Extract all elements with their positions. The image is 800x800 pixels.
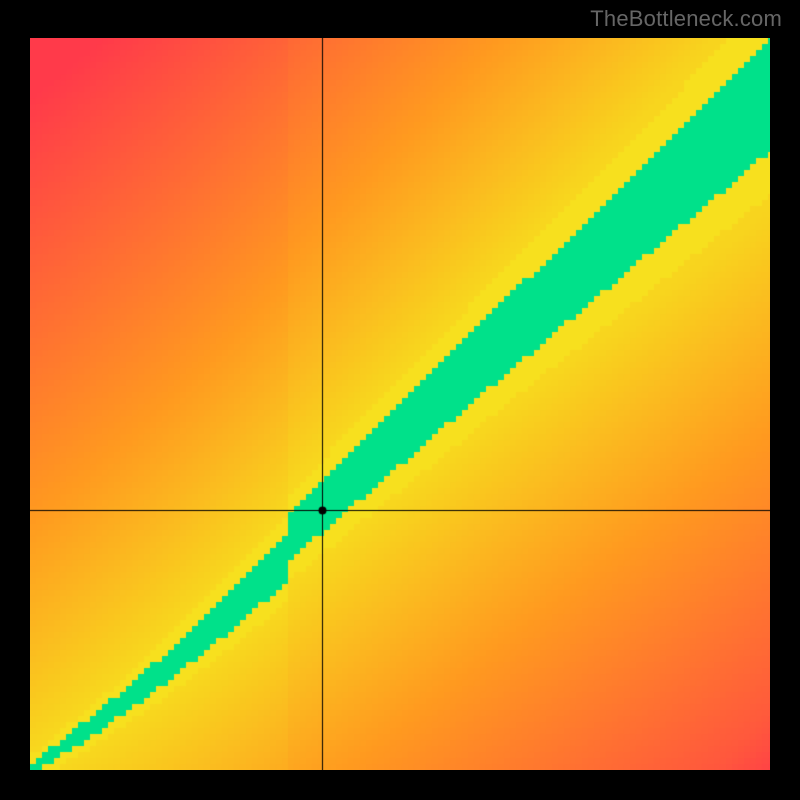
bottleneck-heatmap xyxy=(30,38,770,770)
chart-container: TheBottleneck.com xyxy=(0,0,800,800)
watermark-text: TheBottleneck.com xyxy=(590,6,782,32)
plot-frame xyxy=(30,38,770,770)
